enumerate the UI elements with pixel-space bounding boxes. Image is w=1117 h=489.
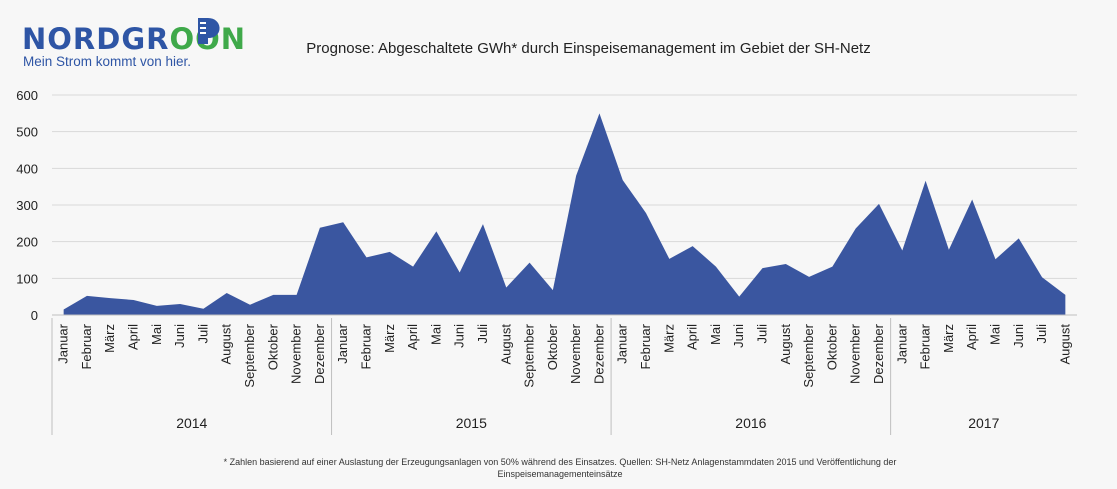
x-tick-label: Mai xyxy=(708,324,723,345)
x-tick-label: Februar xyxy=(358,323,373,369)
x-tick-label: Juli xyxy=(755,324,770,344)
y-tick-label: 0 xyxy=(31,308,38,323)
series-area xyxy=(63,113,1066,315)
y-tick-label: 100 xyxy=(16,271,38,286)
year-label: 2016 xyxy=(735,415,766,431)
area-chart: 0 100 200 300 400 500 600 Januar Februar März Apri… xyxy=(16,88,1077,435)
x-tick-label: Juni xyxy=(172,324,187,348)
x-tick-label: März xyxy=(382,324,397,353)
logo-tagline: Mein Strom kommt von hier. xyxy=(23,54,192,69)
footnote: * Zahlen basierend auf einer Auslastung … xyxy=(130,456,990,480)
x-tick-label: Januar xyxy=(56,323,71,363)
chart-title: Prognose: Abgeschaltete GWh* durch Einsp… xyxy=(306,40,871,57)
y-tick-label: 400 xyxy=(16,161,38,176)
x-tick-label: März xyxy=(661,324,676,353)
x-tick-label: April xyxy=(126,324,141,350)
x-tick-label: September xyxy=(242,323,257,387)
x-tick-label: September xyxy=(522,323,537,387)
year-label: 2015 xyxy=(456,415,487,431)
x-tick-label: Dezember xyxy=(871,323,886,384)
x-tick-label: September xyxy=(801,323,816,387)
x-tick-label: November xyxy=(848,323,863,384)
y-tick-label: 600 xyxy=(16,88,38,103)
x-tick-label: März xyxy=(941,324,956,353)
x-tick-label: Januar xyxy=(335,323,350,363)
x-tick-label: April xyxy=(405,324,420,350)
x-tick-label: April xyxy=(964,324,979,350)
x-tick-label: November xyxy=(568,323,583,384)
x-tick-label: Februar xyxy=(79,323,94,369)
x-tick-label: Mai xyxy=(987,324,1002,345)
x-tick-label: Oktober xyxy=(265,323,280,370)
x-tick-label: Juni xyxy=(1011,324,1026,348)
nordgroon-logo: NORDGROON Mein Strom kommt von hier. xyxy=(22,14,245,74)
year-label: 2017 xyxy=(968,415,999,431)
x-tick-label: August xyxy=(219,324,234,365)
x-tick-label: Dezember xyxy=(312,323,327,384)
x-tick-label: Juli xyxy=(195,324,210,344)
x-tick-label: Dezember xyxy=(591,323,606,384)
x-tick-label: Juni xyxy=(452,324,467,348)
x-tick-label: Februar xyxy=(638,323,653,369)
y-tick-label: 500 xyxy=(16,125,38,140)
x-tick-label: Juli xyxy=(1034,324,1049,344)
x-tick-label: August xyxy=(778,324,793,365)
x-tick-label: Juni xyxy=(731,324,746,348)
x-tick-label: Januar xyxy=(894,323,909,363)
x-tick-label: Februar xyxy=(918,323,933,369)
x-tick-label: November xyxy=(289,323,304,384)
x-tick-label: Juli xyxy=(475,324,490,344)
x-tick-label: März xyxy=(102,324,117,353)
y-tick-label: 300 xyxy=(16,198,38,213)
x-tick-label: Mai xyxy=(428,324,443,345)
x-tick-label: April xyxy=(685,324,700,350)
x-tick-label: Oktober xyxy=(545,323,560,370)
footnote-line-2: Einspeisemanagementeinsätze xyxy=(497,469,623,479)
x-tick-label: Mai xyxy=(149,324,164,345)
x-tick-label: Oktober xyxy=(824,323,839,370)
y-tick-label: 200 xyxy=(16,235,38,250)
year-label: 2014 xyxy=(176,415,207,431)
footnote-line-1: * Zahlen basierend auf einer Auslastung … xyxy=(223,457,897,467)
x-tick-label: Januar xyxy=(615,323,630,363)
x-tick-label: August xyxy=(1057,324,1072,365)
x-tick-label: August xyxy=(498,324,513,365)
tree-icon xyxy=(198,18,220,44)
